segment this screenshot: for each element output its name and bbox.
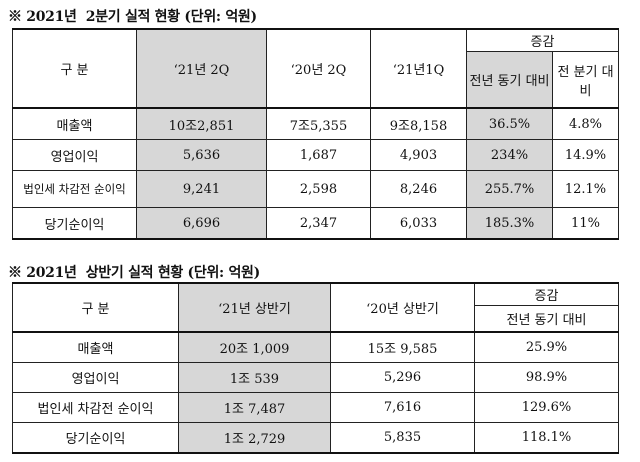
- row-label: 법인세 차감전 순이익: [12, 392, 179, 423]
- header-yoy: 전년 동기 대비: [474, 305, 619, 333]
- header-change: 증감: [465, 28, 620, 52]
- cell-qoq: 12.1%: [551, 170, 620, 208]
- cell-21-1q: 4,903: [370, 139, 467, 171]
- half-year-results-table: 구 분 ‘21년 상반기 ‘20년 상반기 증감 전년 동기 대비 매출액 20…: [12, 282, 619, 454]
- header-qoq: 전 분기 대비: [551, 51, 620, 109]
- header-21-h1: ‘21년 상반기: [178, 282, 331, 333]
- row-label: 영업이익: [12, 362, 179, 393]
- row-label: 당기순이익: [12, 422, 179, 454]
- cell-yoy: 185.3%: [466, 207, 553, 240]
- cell-yoy: 36.5%: [466, 107, 553, 140]
- header-category: 구 분: [12, 282, 179, 333]
- cell-yoy: 234%: [466, 139, 553, 171]
- row-label: 영업이익: [12, 139, 137, 171]
- cell-20-h1: 15조 9,585: [330, 331, 475, 363]
- cell-20-h1: 7,616: [330, 392, 475, 423]
- cell-21-2q: 9,241: [136, 170, 267, 208]
- cell-21-h1: 1조 539: [178, 362, 331, 393]
- cell-21-2q: 6,696: [136, 207, 267, 240]
- cell-21-h1: 1조 7,487: [178, 392, 331, 423]
- header-yoy: 전년 동기 대비: [466, 51, 553, 109]
- header-20-h1: ‘20년 상반기: [330, 282, 475, 333]
- row-label: 당기순이익: [12, 207, 137, 240]
- section2-title: ※ 2021년 상반기 실적 현황 (단위: 억원): [8, 265, 260, 281]
- cell-20-2q: 7조5,355: [266, 107, 371, 140]
- cell-21-2q: 5,636: [136, 139, 267, 171]
- cell-21-h1: 20조 1,009: [178, 331, 331, 363]
- cell-20-2q: 2,598: [266, 170, 371, 208]
- cell-21-h1: 1조 2,729: [178, 422, 331, 454]
- header-21-1q: ‘21년1Q: [370, 28, 467, 109]
- header-change: 증감: [474, 282, 619, 306]
- cell-21-1q: 6,033: [370, 207, 467, 240]
- row-label: 매출액: [12, 107, 137, 140]
- cell-21-1q: 9조8,158: [370, 107, 467, 140]
- cell-yoy: 98.9%: [474, 362, 619, 393]
- cell-20-h1: 5,296: [330, 362, 475, 393]
- row-label: 매출액: [12, 331, 179, 363]
- cell-yoy: 255.7%: [466, 170, 553, 208]
- cell-21-2q: 10조2,851: [136, 107, 267, 140]
- cell-21-1q: 8,246: [370, 170, 467, 208]
- cell-yoy: 25.9%: [474, 331, 619, 363]
- cell-20-2q: 1,687: [266, 139, 371, 171]
- cell-qoq: 14.9%: [551, 139, 620, 171]
- section1-title: ※ 2021년 2분기 실적 현황 (단위: 억원): [8, 9, 257, 25]
- cell-20-h1: 5,835: [330, 422, 475, 454]
- cell-qoq: 4.8%: [551, 107, 620, 140]
- header-category: 구 분: [12, 28, 137, 109]
- quarterly-results-table: 구 분 ‘21년 2Q ‘20년 2Q ‘21년1Q 증감 전년 동기 대비 전…: [12, 28, 620, 240]
- header-20-2q: ‘20년 2Q: [266, 28, 371, 109]
- header-21-2q: ‘21년 2Q: [136, 28, 267, 109]
- cell-yoy: 118.1%: [474, 422, 619, 454]
- cell-yoy: 129.6%: [474, 392, 619, 423]
- cell-20-2q: 2,347: [266, 207, 371, 240]
- cell-qoq: 11%: [551, 207, 620, 240]
- row-label: 법인세 차감전 순이익: [12, 170, 137, 208]
